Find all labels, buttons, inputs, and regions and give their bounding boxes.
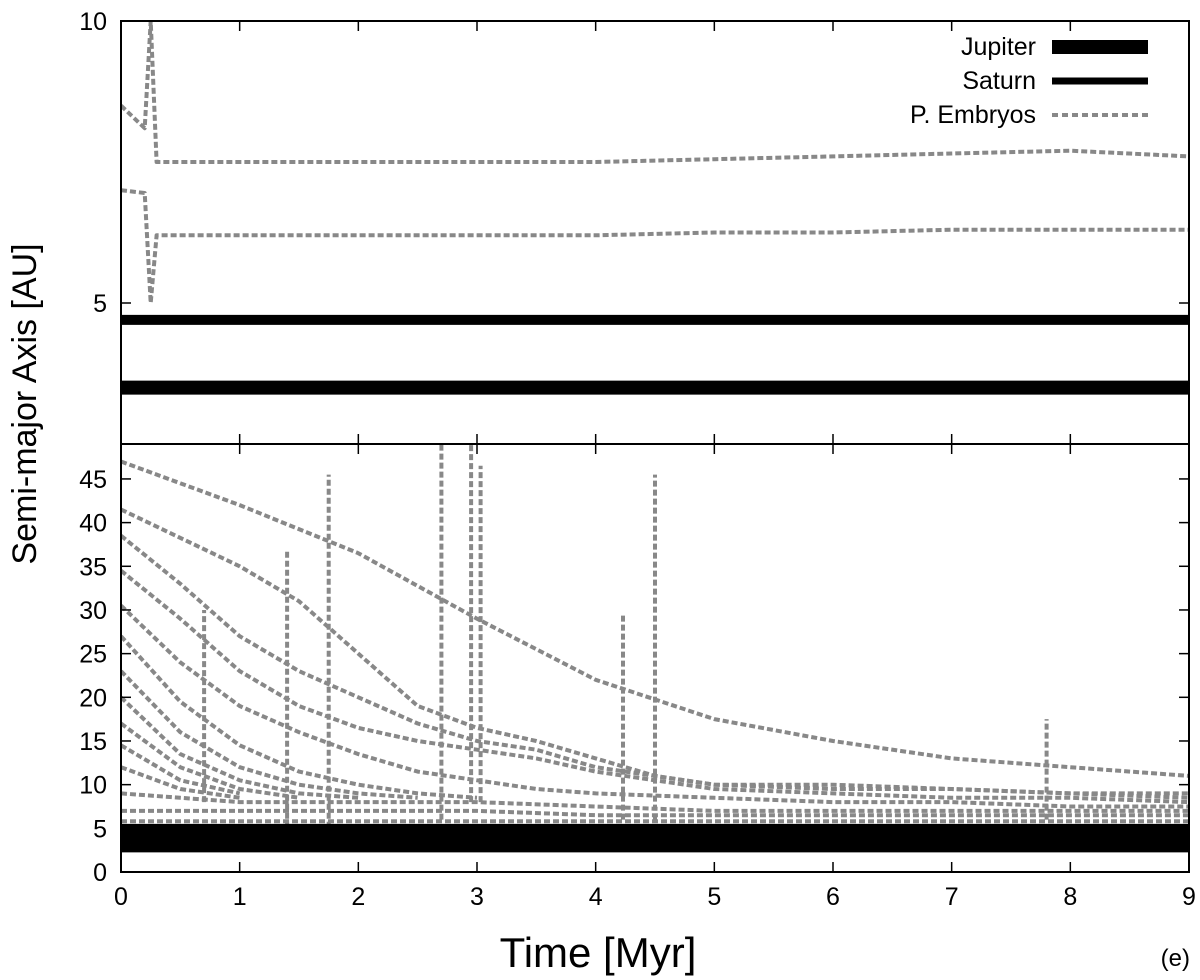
- y-axis-label: Semi-major Axis [AU]: [6, 243, 44, 564]
- bottom-y-tick-label-20: 20: [79, 684, 107, 712]
- bottom-embryo-line-11: [121, 791, 1189, 813]
- x-tick-label-2: 2: [351, 883, 365, 911]
- bottom-y-tick-label-45: 45: [79, 466, 107, 494]
- x-axis-label: Time [Myr]: [500, 929, 697, 976]
- bottom-embryo-line-2: [121, 534, 1189, 800]
- x-tick-label-0: 0: [114, 883, 128, 911]
- panel-label: (e): [1161, 945, 1190, 972]
- top-embryo-line-0: [121, 21, 1189, 164]
- legend-label-saturn: Saturn: [962, 67, 1036, 95]
- top-y-ticks: 5 10: [79, 8, 1189, 318]
- bottom-y-ticks: 0 5 10 15 20 25 30 35 40 45: [79, 466, 1189, 887]
- bottom-embryo-line-5: [121, 634, 478, 800]
- bottom-y-tick-label-40: 40: [79, 510, 107, 538]
- bottom-embryo-line-6: [121, 669, 418, 800]
- bottom-embryo-line-10: [121, 765, 240, 800]
- bottom-y-tick-label-0: 0: [93, 859, 107, 887]
- top-plot-area: [121, 21, 1189, 395]
- x-tick-label-8: 8: [1063, 883, 1077, 911]
- top-y-tick-label-5: 5: [93, 290, 107, 318]
- bottom-y-tick-label-5: 5: [93, 815, 107, 843]
- bottom-y-tick-label-15: 15: [79, 728, 107, 756]
- legend-label-embryos: P. Embryos: [910, 101, 1036, 129]
- x-tick-label-5: 5: [707, 883, 721, 911]
- bottom-embryo-line-9: [121, 743, 241, 796]
- bottom-embryo-line-8: [121, 721, 300, 800]
- legend-label-jupiter: Jupiter: [961, 33, 1036, 61]
- x-tick-label-9: 9: [1182, 883, 1196, 911]
- bottom-y-tick-label-10: 10: [79, 772, 107, 800]
- bottom-plot-area: [121, 444, 1189, 853]
- legend: Jupiter Saturn P. Embryos: [910, 33, 1148, 129]
- top-panel: 5 10: [79, 8, 1190, 445]
- bottom-embryo-line-3: [121, 569, 1189, 805]
- x-ticks: 0 1 2 3 4 5 6 7 8 9: [114, 21, 1196, 911]
- top-y-tick-label-10: 10: [79, 8, 107, 36]
- bottom-y-tick-label-30: 30: [79, 597, 107, 625]
- x-tick-label-4: 4: [589, 883, 603, 911]
- x-tick-label-3: 3: [470, 883, 484, 911]
- bottom-y-tick-label-25: 25: [79, 641, 107, 669]
- bottom-y-tick-label-35: 35: [79, 553, 107, 581]
- bottom-panel-frame: [120, 443, 1190, 873]
- x-tick-label-7: 7: [945, 883, 959, 911]
- bottom-embryo-line-4: [121, 604, 1189, 809]
- bottom-embryo-line-7: [121, 695, 359, 800]
- x-tick-label-6: 6: [826, 883, 840, 911]
- x-tick-label-1: 1: [233, 883, 247, 911]
- top-embryo-line-1: [121, 188, 1189, 305]
